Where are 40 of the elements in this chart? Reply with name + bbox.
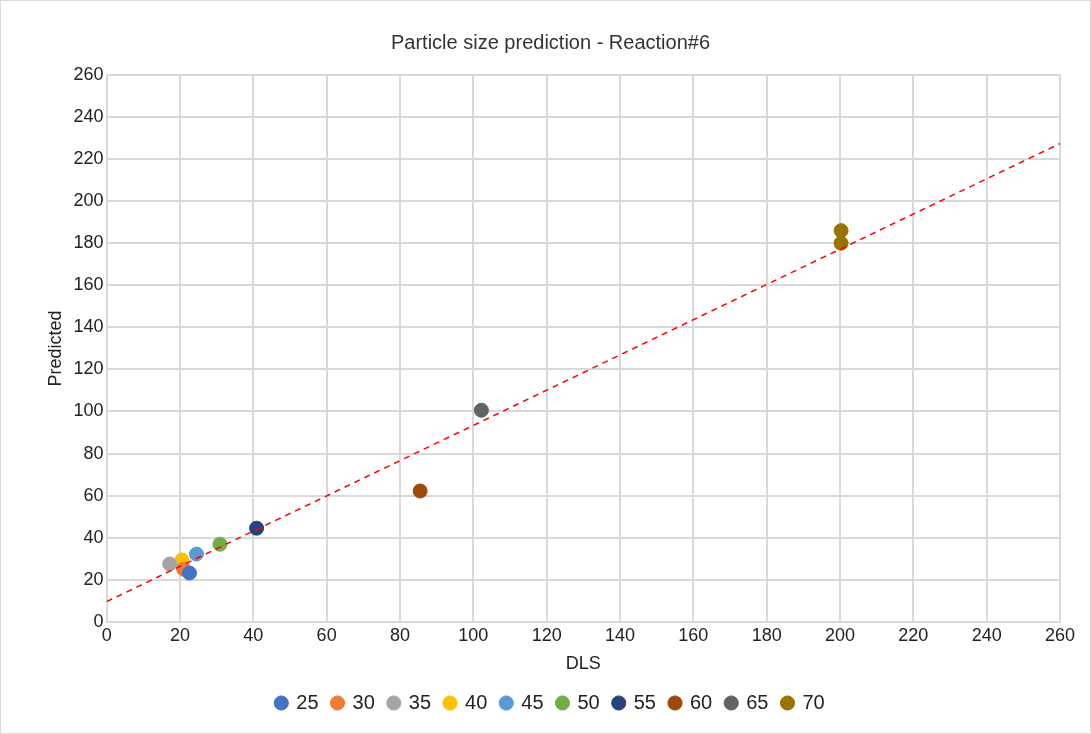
x-tick-label: 100 xyxy=(458,624,489,645)
y-tick-label: 0 xyxy=(93,610,104,631)
y-axis-title: Predicted xyxy=(44,310,65,387)
legend-label: 50 xyxy=(577,690,600,713)
x-tick-label: 80 xyxy=(389,624,410,645)
x-tick-label: 160 xyxy=(678,624,709,645)
x-tick-label: 20 xyxy=(169,624,190,645)
x-tick-label: 200 xyxy=(824,624,856,645)
legend-label: 65 xyxy=(746,690,769,713)
legend-label: 55 xyxy=(633,690,656,713)
x-tick-label: 40 xyxy=(243,624,264,645)
y-tick-label: 100 xyxy=(73,400,104,421)
y-tick-label: 80 xyxy=(83,442,104,463)
y-tick-label: 140 xyxy=(73,316,104,337)
legend-label: 60 xyxy=(689,690,713,713)
x-tick-label: 120 xyxy=(531,624,562,645)
x-axis-title: DLS xyxy=(565,653,601,674)
legend-label: 40 xyxy=(465,690,488,713)
y-tick-label: 160 xyxy=(73,274,104,295)
legend-label: 35 xyxy=(408,690,432,713)
x-tick-label: 140 xyxy=(604,624,636,645)
x-tick-label: 60 xyxy=(316,624,337,645)
legend-label: 70 xyxy=(802,690,825,713)
y-tick-label: 200 xyxy=(73,190,104,211)
y-tick-label: 240 xyxy=(73,106,104,127)
y-tick-label: 20 xyxy=(83,568,104,589)
y-tick-label: 220 xyxy=(73,148,104,169)
x-tick-label: 260 xyxy=(1044,624,1076,645)
y-tick-label: 180 xyxy=(73,232,104,253)
x-tick-label: 220 xyxy=(898,624,929,645)
chart-title: Particle size prediction - Reaction#6 xyxy=(390,30,711,53)
legend-label: 30 xyxy=(352,690,375,713)
y-tick-label: 60 xyxy=(83,484,104,505)
y-tick-label: 120 xyxy=(73,358,104,379)
x-tick-label: 240 xyxy=(971,624,1002,645)
x-tick-label: 180 xyxy=(751,624,782,645)
legend-label: 25 xyxy=(296,690,319,713)
legend-label: 45 xyxy=(521,690,544,713)
y-tick-label: 260 xyxy=(73,63,104,84)
y-tick-label: 40 xyxy=(83,526,104,547)
